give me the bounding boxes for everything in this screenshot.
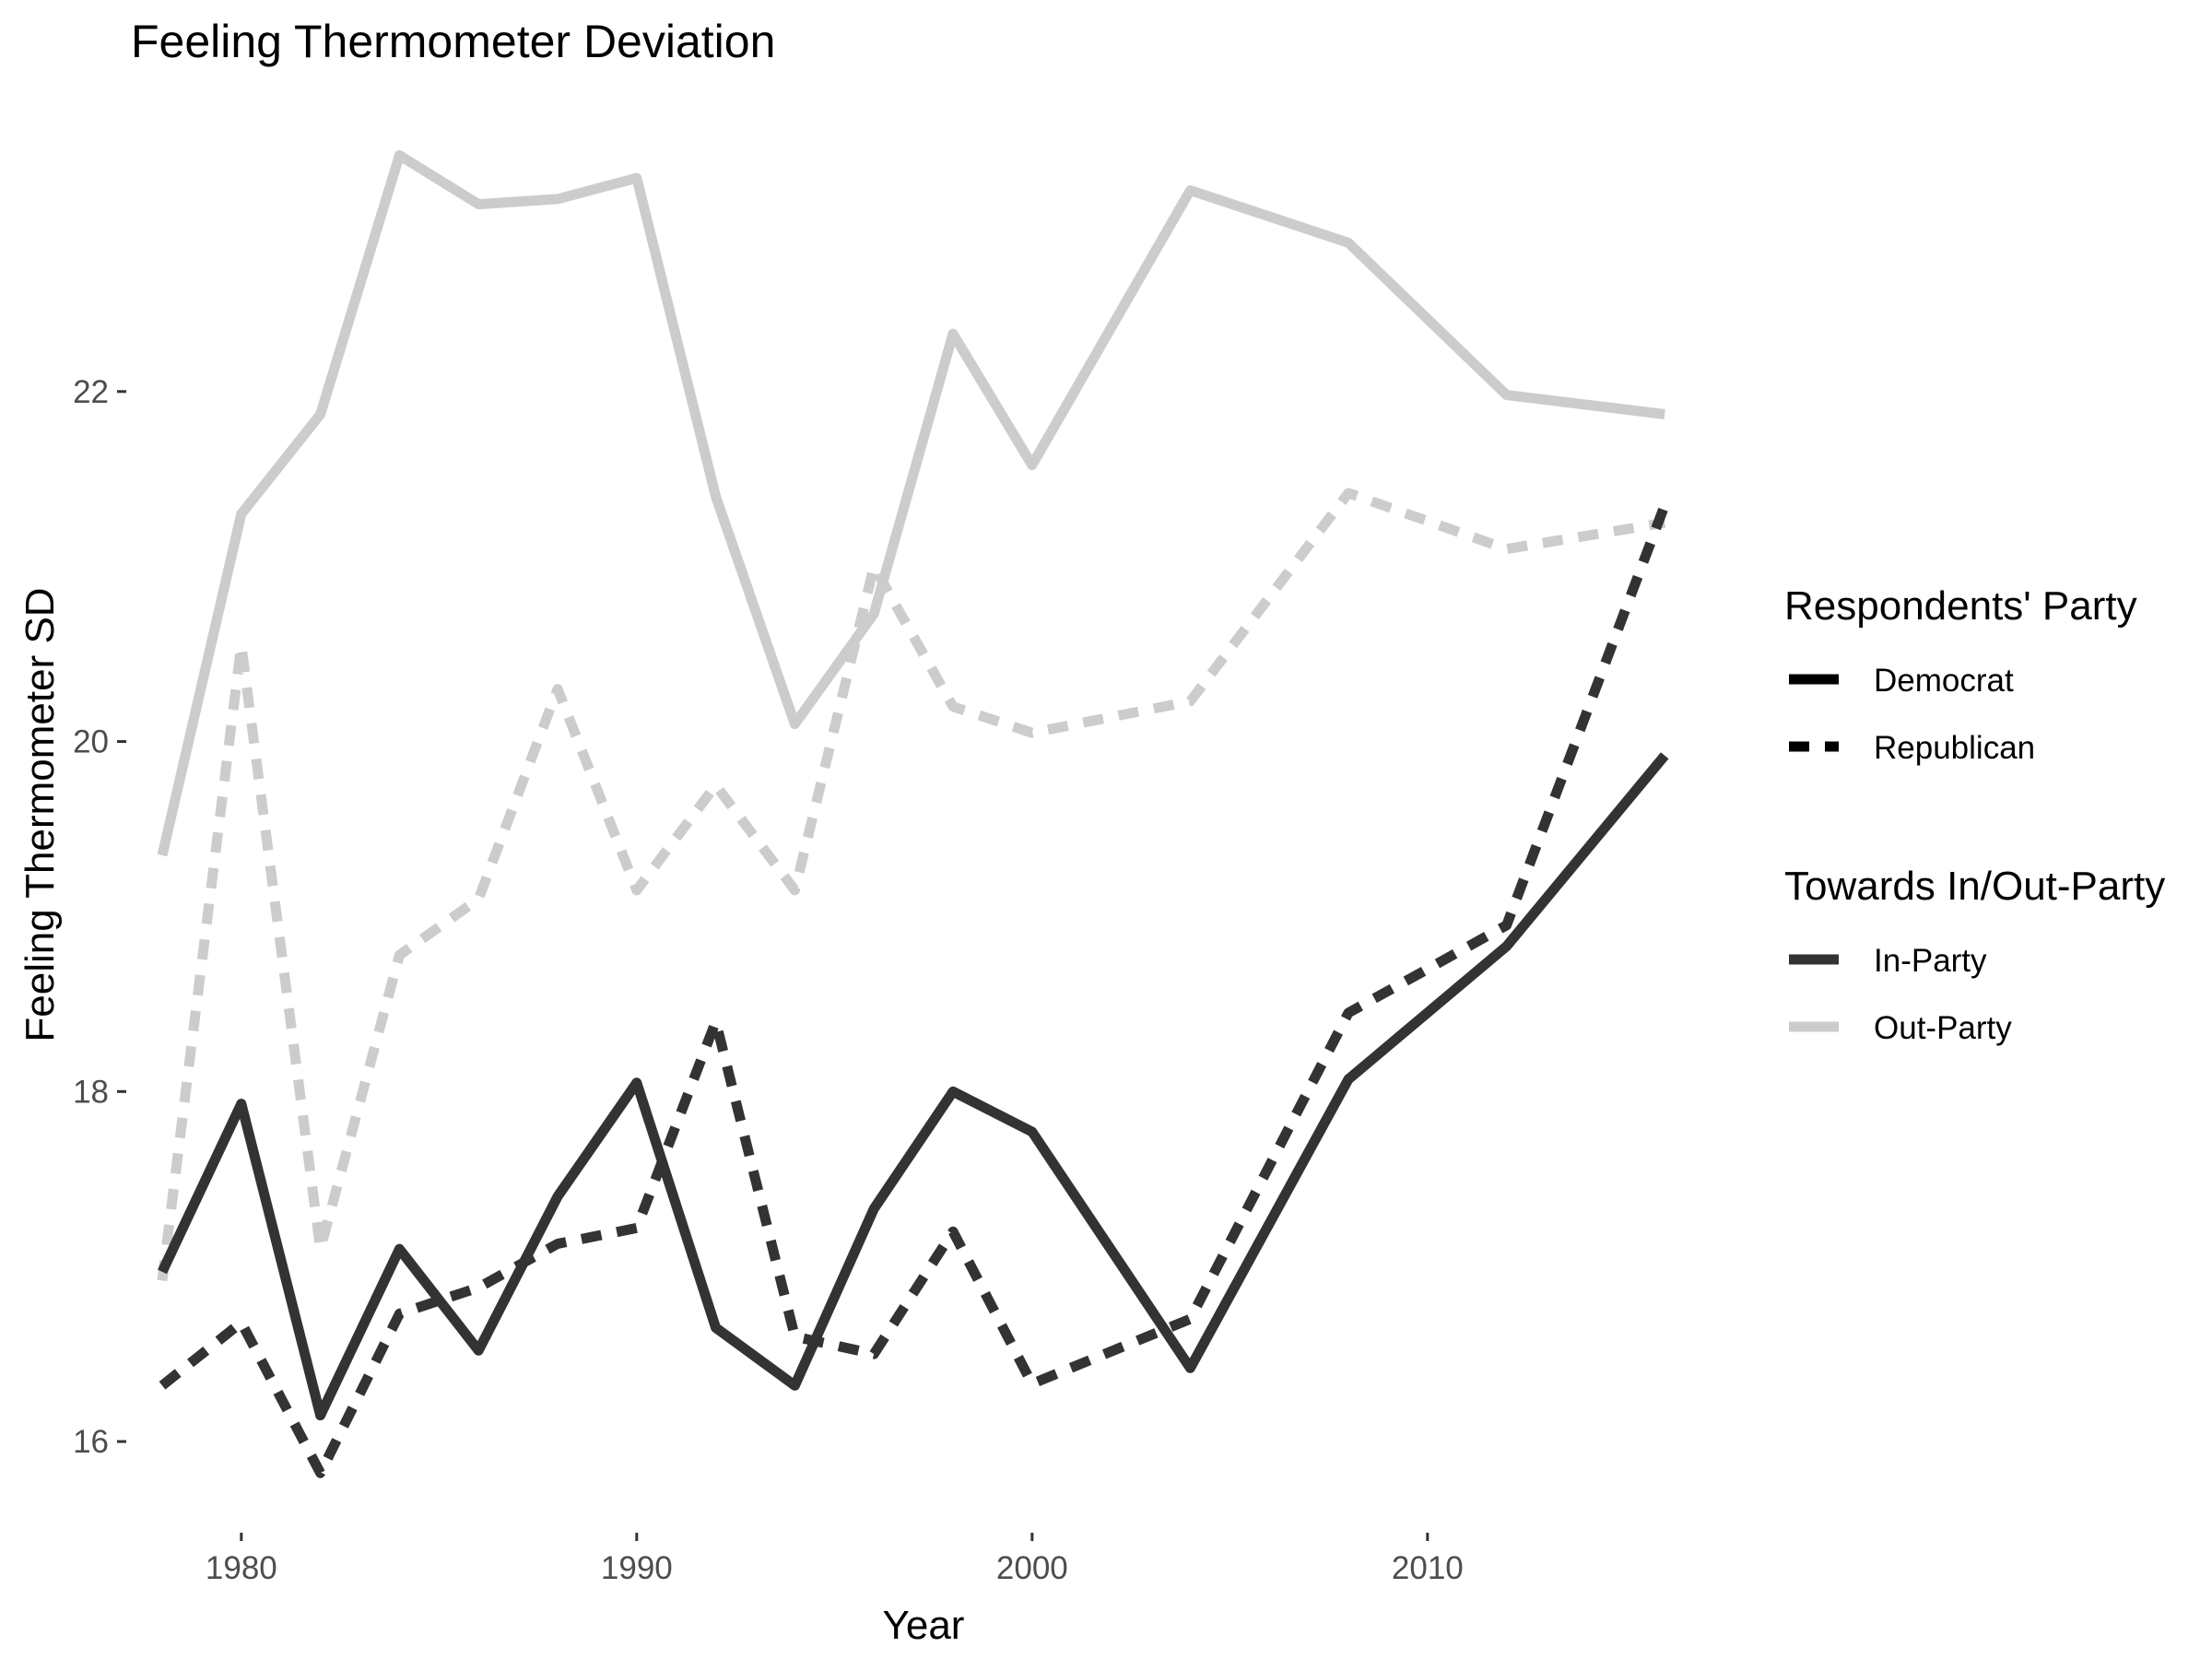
plot-area xyxy=(157,150,1670,1478)
legend-label-out-party: Out-Party xyxy=(1874,1010,2012,1046)
y-axis: 16 18 20 22 xyxy=(73,374,126,1460)
series-line-democrat-in-party xyxy=(158,752,1669,1421)
legend-label-in-party: In-Party xyxy=(1874,943,1987,979)
x-tick-label: 2010 xyxy=(1392,1550,1464,1586)
y-tick-label: 22 xyxy=(73,374,109,410)
x-tick-label: 1980 xyxy=(206,1550,277,1586)
legend-label-republican: Republican xyxy=(1874,730,2035,766)
series-line-democrat-out-party xyxy=(157,150,1665,857)
chart-title: Feeling Thermometer Deviation xyxy=(131,16,775,67)
y-tick-label: 20 xyxy=(73,724,109,760)
x-axis-title: Year xyxy=(883,1603,965,1648)
series-line-republican-in-party xyxy=(159,503,1670,1478)
y-tick-label: 18 xyxy=(73,1074,109,1110)
legend-title-target: Towards In/Out-Party xyxy=(1784,864,2165,909)
x-tick-label: 2000 xyxy=(996,1550,1068,1586)
y-axis-title: Feeling Thermometer SD xyxy=(18,587,63,1041)
legend: Respondents' Party Democrat Republican T… xyxy=(1784,583,2165,1046)
x-axis: 1980 1990 2000 2010 xyxy=(206,1533,1464,1586)
legend-label-democrat: Democrat xyxy=(1874,663,2014,699)
y-tick-label: 16 xyxy=(73,1424,109,1460)
x-tick-label: 1990 xyxy=(601,1550,673,1586)
legend-title-party: Respondents' Party xyxy=(1784,583,2137,629)
